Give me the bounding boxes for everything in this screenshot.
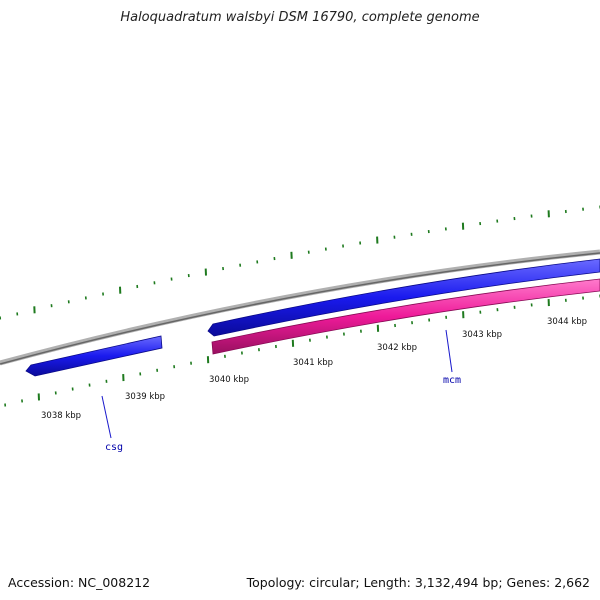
outer-tick-ring	[0, 205, 600, 320]
topology-text: Topology: circular; Length: 3,132,494 bp…	[246, 575, 590, 590]
scale-label-3042: 3042 kbp	[377, 343, 417, 353]
gene-reverse-arrow[interactable]	[211, 278, 600, 355]
scale-label-3040: 3040 kbp	[209, 375, 249, 385]
gene-mcm-label[interactable]: mcm	[443, 375, 461, 386]
genome-backbone-shadow	[0, 252, 600, 365]
gene-mcm-label-line	[445, 329, 453, 373]
gene-csg-label[interactable]: csg	[105, 442, 123, 453]
scale-label-3039: 3039 kbp	[125, 392, 165, 402]
genome-backbone	[0, 249, 600, 366]
scale-label-3041: 3041 kbp	[293, 358, 333, 368]
inner-tick-ring	[4, 294, 600, 407]
map-title: Haloquadratum walsbyi DSM 16790, complet…	[120, 10, 480, 25]
gene-csg-arrow[interactable]	[25, 335, 163, 377]
gene-csg-label-line	[101, 395, 112, 439]
scale-label-3038: 3038 kbp	[41, 411, 81, 421]
scale-label-3043: 3043 kbp	[462, 330, 502, 340]
accession-text: Accession: NC_008212	[8, 575, 151, 590]
scale-label-3044: 3044 kbp	[547, 317, 587, 327]
